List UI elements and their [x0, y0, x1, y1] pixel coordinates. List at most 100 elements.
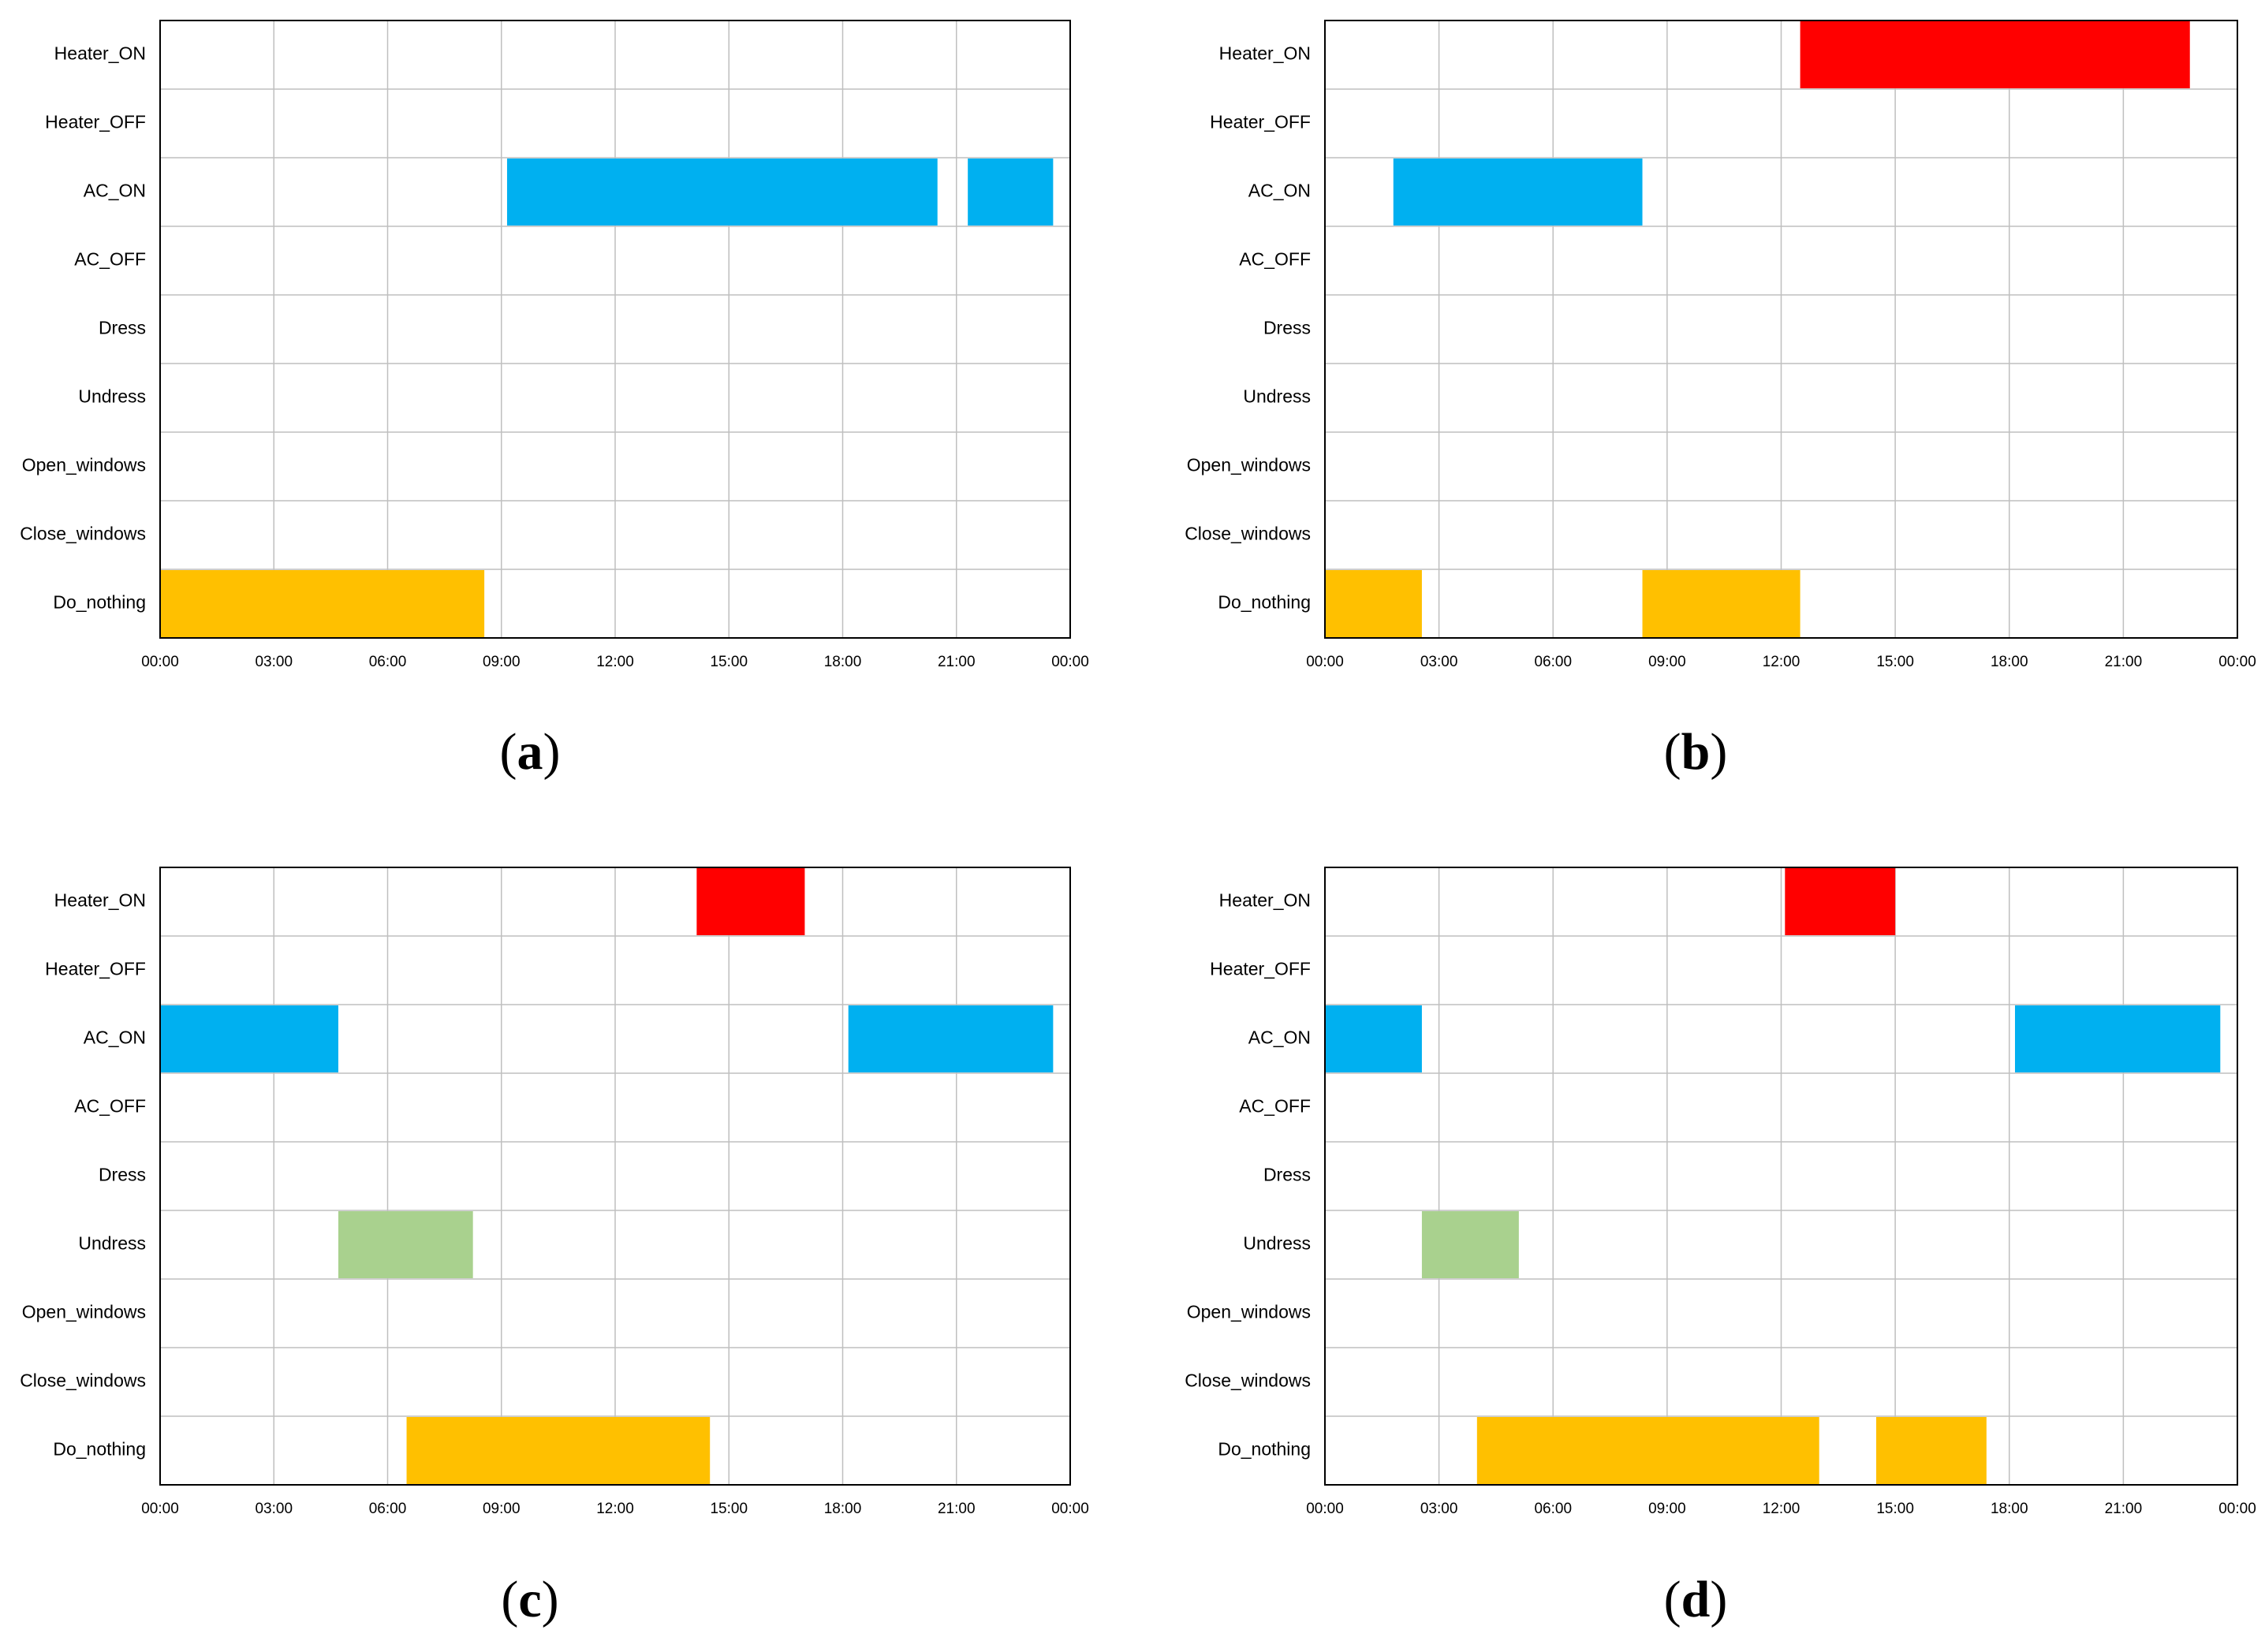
bar-ac-on: [506, 158, 938, 226]
row-label: Close_windows: [20, 524, 146, 544]
plot-frame: [159, 20, 1071, 639]
x-tick-label: 06:00: [1534, 654, 1572, 670]
x-tick-label: 00:00: [1051, 654, 1089, 670]
bar-do-nothing: [406, 1417, 711, 1484]
x-tick-label: 00:00: [2218, 1501, 2256, 1517]
row-label: Open_windows: [1187, 455, 1311, 475]
caption-letter: a: [517, 723, 543, 781]
x-tick-label: 15:00: [710, 654, 748, 670]
bar-heater-on: [696, 868, 805, 935]
panel-d: Heater_ON Heater_OFF AC_ON AC_OFF Dress Undre…: [1185, 867, 2256, 1628]
row-label: Open_windows: [22, 455, 146, 475]
bar-ac-on: [2014, 1005, 2221, 1072]
row-label: AC_ON: [84, 181, 146, 201]
bar-ac-on: [1325, 1005, 1422, 1072]
x-tick-label: 09:00: [483, 1501, 521, 1517]
panel-b: Heater_ON Heater_OFF AC_ON AC_OFF Dress Undre…: [1185, 20, 2256, 781]
x-tick-label: 12:00: [596, 1501, 634, 1517]
bar-do-nothing: [1325, 570, 1422, 637]
caption-paren-open: (: [500, 723, 517, 781]
row-label: AC_ON: [84, 1027, 146, 1048]
x-tick-label: 09:00: [483, 654, 521, 670]
bar-do-nothing: [160, 570, 485, 637]
x-tick-label: 03:00: [1420, 1501, 1458, 1517]
row-label: Dress: [1263, 318, 1311, 338]
bar-heater-on: [1785, 868, 1896, 935]
x-tick-label: 09:00: [1648, 1501, 1686, 1517]
panel-caption: (a): [500, 723, 561, 781]
x-tick-label: 06:00: [369, 1501, 407, 1517]
bar-ac-on: [968, 158, 1054, 226]
caption-paren-open: (: [1664, 723, 1681, 781]
x-tick-label: 00:00: [141, 1501, 179, 1517]
bar-undress: [338, 1211, 473, 1278]
x-tick-label: 12:00: [1763, 1501, 1800, 1517]
row-label: Heater_OFF: [45, 959, 146, 979]
x-tick-label: 18:00: [1991, 654, 2028, 670]
caption-letter: c: [518, 1571, 541, 1628]
row-label: Close_windows: [1185, 1370, 1311, 1391]
plot-frame: [159, 867, 1071, 1486]
panel-a: Heater_ON Heater_OFF AC_ON AC_OFF Dress Undre…: [20, 20, 1089, 781]
row-label: Do_nothing: [53, 1439, 146, 1460]
x-tick-label: 03:00: [255, 1501, 293, 1517]
caption-letter: b: [1681, 723, 1711, 781]
x-tick-label: 00:00: [2218, 654, 2256, 670]
caption-paren-close: ): [1710, 1571, 1727, 1628]
row-label: Open_windows: [1187, 1302, 1311, 1322]
x-tick-label: 03:00: [1420, 654, 1458, 670]
panel-c: Heater_ON Heater_OFF AC_ON AC_OFF Dress Undre…: [20, 867, 1089, 1628]
caption-paren-close: ): [543, 723, 561, 781]
x-tick-label: 15:00: [710, 1501, 748, 1517]
row-label: Heater_ON: [54, 43, 146, 64]
row-label: Close_windows: [1185, 524, 1311, 544]
x-tick-label: 21:00: [2105, 1501, 2143, 1517]
row-label: Heater_OFF: [1210, 959, 1311, 979]
row-label: Dress: [99, 1165, 146, 1185]
row-label: AC_OFF: [1239, 1096, 1311, 1117]
x-tick-label: 12:00: [1763, 654, 1800, 670]
x-tick-label: 18:00: [824, 654, 862, 670]
panel-caption: (d): [1664, 1571, 1728, 1628]
bar-ac-on: [160, 1005, 338, 1072]
x-tick-label: 00:00: [1051, 1501, 1089, 1517]
x-tick-label: 03:00: [255, 654, 293, 670]
row-label: Heater_ON: [1219, 43, 1311, 64]
panel-caption: (b): [1664, 723, 1728, 781]
row-label: Do_nothing: [1218, 1439, 1311, 1460]
bar-do-nothing: [1642, 570, 1800, 637]
bar-ac-on: [1393, 158, 1643, 226]
row-label: Heater_OFF: [45, 112, 146, 132]
row-label: Dress: [99, 318, 146, 338]
row-label: Do_nothing: [53, 592, 146, 613]
row-label: Undress: [1243, 1233, 1311, 1254]
panel-caption: (c): [501, 1571, 558, 1628]
x-tick-label: 18:00: [1991, 1501, 2028, 1517]
bar-do-nothing: [1876, 1417, 1987, 1484]
caption-letter: d: [1681, 1571, 1711, 1628]
plot-frame: [1324, 20, 2238, 639]
bar-heater-on: [1800, 21, 2190, 88]
row-label: AC_OFF: [74, 1096, 146, 1117]
row-label: Open_windows: [22, 1302, 146, 1322]
x-tick-label: 21:00: [938, 1501, 976, 1517]
x-tick-label: 06:00: [1534, 1501, 1572, 1517]
row-label: AC_ON: [1248, 181, 1311, 201]
caption-paren-close: ): [1710, 723, 1727, 781]
row-label: Heater_OFF: [1210, 112, 1311, 132]
x-tick-label: 21:00: [938, 654, 976, 670]
x-tick-label: 06:00: [369, 654, 407, 670]
x-tick-label: 18:00: [824, 1501, 862, 1517]
x-tick-label: 00:00: [141, 654, 179, 670]
plot-frame: [1324, 867, 2238, 1486]
x-tick-label: 00:00: [1306, 654, 1344, 670]
x-tick-label: 09:00: [1648, 654, 1686, 670]
row-label: Heater_ON: [54, 890, 146, 911]
x-tick-label: 12:00: [596, 654, 634, 670]
caption-paren-open: (: [1664, 1571, 1681, 1628]
row-label: Undress: [78, 386, 146, 407]
row-label: AC_OFF: [1239, 249, 1311, 270]
bar-do-nothing: [1476, 1417, 1819, 1484]
caption-paren-close: ): [542, 1571, 559, 1628]
row-label: Undress: [78, 1233, 146, 1254]
